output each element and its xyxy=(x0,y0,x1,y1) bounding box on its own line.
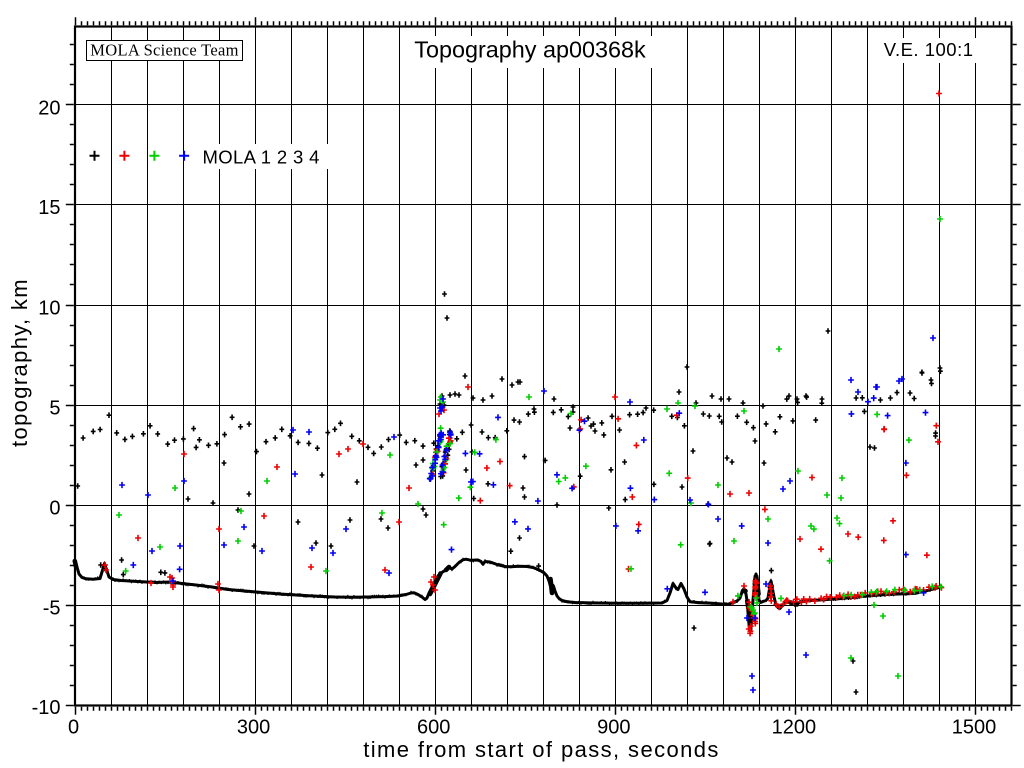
svg-text:5: 5 xyxy=(49,397,60,419)
svg-text:0: 0 xyxy=(68,717,79,739)
svg-text:900: 900 xyxy=(597,717,630,739)
svg-text:V.E. 100:1: V.E. 100:1 xyxy=(884,39,974,60)
svg-text:Topography ap00368k: Topography ap00368k xyxy=(414,36,646,62)
svg-text:300: 300 xyxy=(237,717,270,739)
svg-text:topography, km: topography, km xyxy=(7,278,32,447)
svg-text:15: 15 xyxy=(38,197,60,219)
svg-text:10: 10 xyxy=(38,297,60,319)
svg-text:1200: 1200 xyxy=(772,717,817,739)
svg-text:MOLA 1 2 3 4: MOLA 1 2 3 4 xyxy=(203,146,320,167)
svg-text:20: 20 xyxy=(38,97,60,119)
svg-text:-10: -10 xyxy=(32,697,61,719)
svg-text:600: 600 xyxy=(417,717,450,739)
svg-text:time from start of pass, secon: time from start of pass, seconds xyxy=(363,737,720,762)
svg-text:1500: 1500 xyxy=(952,717,997,739)
svg-text:-5: -5 xyxy=(43,598,61,620)
svg-text:0: 0 xyxy=(49,498,60,520)
svg-text:MOLA Science Team: MOLA Science Team xyxy=(90,40,238,59)
